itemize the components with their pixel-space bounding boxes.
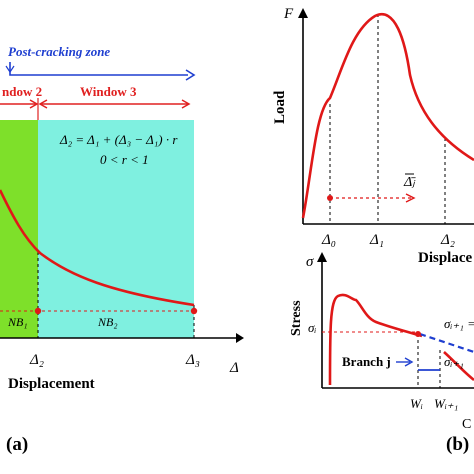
window3-arrowhead-left — [38, 99, 48, 109]
sigma-i1-label-a: σᵢ₊₁ = — [444, 316, 474, 331]
window2-label: ndow 2 — [2, 84, 42, 99]
ylabel-load: Load — [272, 90, 288, 124]
xlabel-a: Displacement — [8, 376, 95, 392]
y-symbol-sigma: σ — [306, 254, 314, 270]
nb1-label: NB₁ — [7, 315, 28, 329]
zone-arrow-bracket — [9, 62, 188, 76]
sigma-i1-label-b: σᵢ₊₁ — [444, 354, 464, 369]
tick-delta3-a: Δ₃ — [185, 352, 200, 368]
y-axis-arrowhead-b-bottom — [317, 252, 327, 262]
window2-arrowhead — [29, 99, 39, 109]
x-axis-arrowhead-a — [236, 333, 244, 343]
panel-b-bottom: σ Stress σᵢ σᵢ₊₁ = σᵢ₊₁ Branch j Wᵢ Wᵢ₊₁… — [289, 252, 474, 455]
equation-line1: Δ₂ = Δ₁ + (Δ₃ − Δ₁) · r — [59, 132, 178, 147]
branch-arrowhead — [404, 357, 414, 367]
window3-arrowhead-right — [181, 99, 191, 109]
y-axis-arrowhead-b-top — [298, 8, 308, 18]
xlabel-b-top: Displace — [418, 250, 473, 266]
sigma-i-tick: σᵢ — [308, 320, 316, 335]
nb-point-delta3 — [190, 307, 198, 315]
window3-label: Window 3 — [80, 84, 137, 99]
panel-a-label: (a) — [6, 434, 28, 455]
nb-point-delta2 — [34, 307, 42, 315]
nb2-label: NB₂ — [97, 315, 118, 329]
panel-b-label: (b) — [446, 434, 469, 455]
zone-arrowhead-right — [185, 69, 196, 81]
tick-delta1-b: Δ₁ — [369, 232, 384, 248]
tick-delta2-b: Δ₂ — [440, 232, 455, 248]
delta-bar-start — [327, 195, 333, 201]
branch-point — [415, 331, 421, 337]
equation-line2: 0 < r < 1 — [100, 152, 149, 167]
delta-bar-arrowhead — [405, 193, 416, 203]
stress-curve — [328, 293, 423, 386]
y-symbol-f: F — [283, 6, 294, 22]
zone-arrowhead-down — [5, 65, 15, 74]
panel-b-top: F Load Δ̄ⱼ Δ₀ Δ₁ Δ₂ Displace — [272, 6, 474, 266]
tick-wi1: Wᵢ₊₁ — [434, 396, 458, 411]
panel-a: Post-cracking zone ndow 2 Window 3 Δ₂ = … — [0, 44, 244, 455]
softening-curve — [0, 189, 195, 307]
stress-curve-tail — [443, 351, 474, 382]
bottom-xlabel-fragment: C — [462, 417, 471, 432]
load-curve — [301, 12, 474, 219]
branch-label: Branch j — [342, 354, 391, 369]
window2-region — [0, 120, 38, 338]
ylabel-stress: Stress — [289, 300, 304, 336]
tick-delta0-b: Δ₀ — [321, 232, 336, 248]
delta-bar-label: Δ̄ⱼ — [403, 175, 416, 190]
branch-dash — [419, 332, 474, 354]
tick-wi: Wᵢ — [410, 396, 423, 411]
post-cracking-zone-label: Post-cracking zone — [8, 44, 110, 59]
axis-symbol-a: Δ — [229, 360, 239, 376]
tick-delta2-a: Δ₂ — [29, 352, 44, 368]
